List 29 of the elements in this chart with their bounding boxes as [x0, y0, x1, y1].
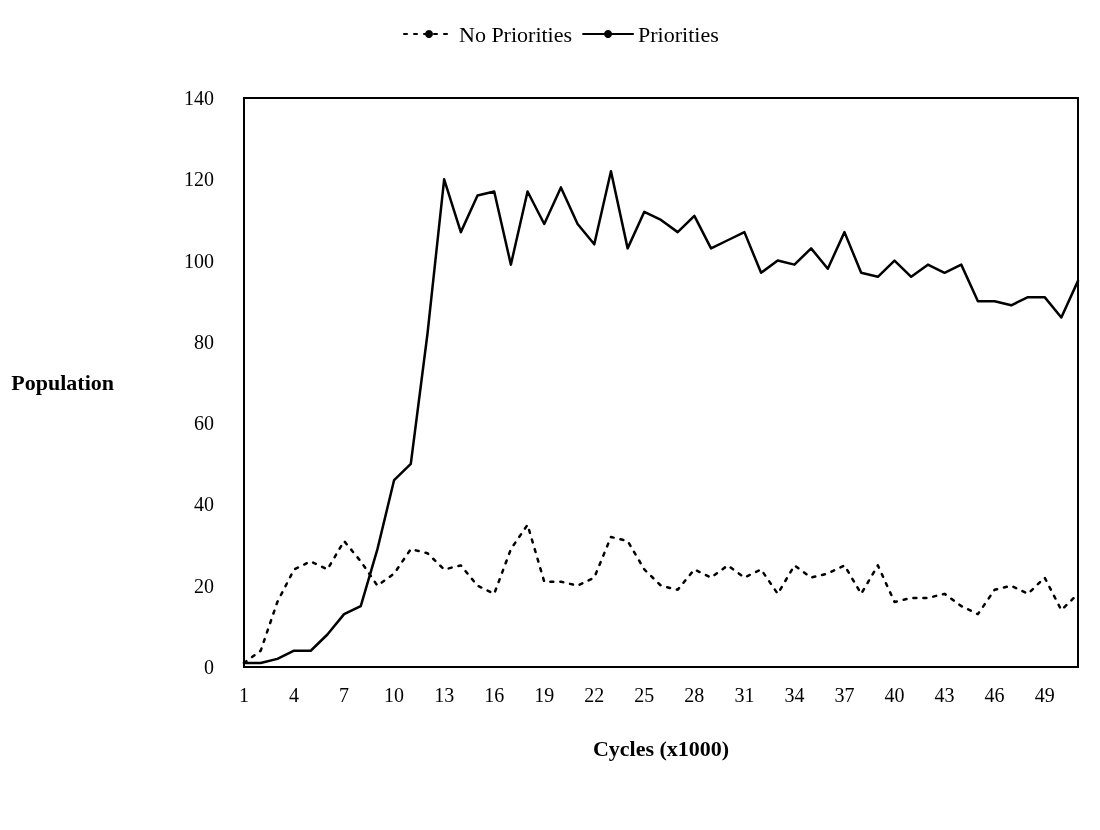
x-tick-label: 40: [884, 684, 905, 706]
y-tick-label: 60: [194, 412, 214, 435]
y-tick-label: 20: [194, 574, 214, 597]
y-axis-title: Population: [11, 370, 114, 395]
x-axis-title: Cycles (x1000): [592, 735, 730, 761]
x-tick-label: 34: [784, 684, 805, 706]
x-tick-label: 37: [834, 684, 855, 706]
y-tick-label: 140: [184, 87, 214, 109]
x-tick-label: 46: [984, 684, 1005, 706]
x-tick-label: 16: [484, 684, 505, 706]
x-tick-label: 4: [289, 684, 300, 706]
x-tick-label: 49: [1034, 684, 1055, 706]
x-tick-label: 25: [634, 684, 655, 706]
x-tick-label: 22: [584, 684, 605, 706]
x-tick-label: 7: [339, 684, 350, 706]
y-tick-label: 120: [184, 168, 214, 191]
x-tick-label: 28: [684, 684, 705, 706]
x-tick-label: 31: [734, 684, 755, 706]
x-tick-label: 10: [384, 684, 405, 706]
y-tick-label: 40: [194, 493, 214, 516]
y-tick-label: 100: [184, 249, 214, 272]
x-tick-label: 19: [534, 684, 555, 706]
y-tick-label: 0: [204, 656, 214, 678]
y-tick-label: 80: [194, 330, 214, 353]
x-tick-label: 1: [239, 684, 249, 706]
legend-label: Priorities: [638, 21, 719, 47]
x-tick-label: 43: [934, 684, 955, 706]
x-tick-label: 13: [434, 684, 455, 706]
legend-label: No Priorities: [459, 21, 573, 47]
